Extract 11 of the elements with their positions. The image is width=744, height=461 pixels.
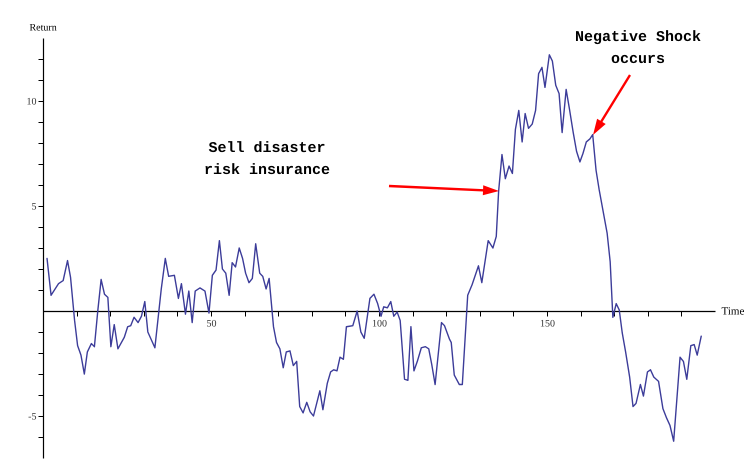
y-tick-label: -5 xyxy=(28,412,36,422)
annotation: Negative Shock occurs xyxy=(574,29,702,68)
y-tick-label: 5 xyxy=(32,202,36,212)
x-tick-label: 150 xyxy=(540,318,555,330)
x-tick-label: 100 xyxy=(372,318,387,330)
y-axis-title: Return xyxy=(30,22,57,34)
x-tick-label: 50 xyxy=(206,318,216,330)
y-tick-label: 10 xyxy=(26,96,36,108)
annotation: Sell disaster risk insurance xyxy=(204,140,330,179)
x-axis-title: Time xyxy=(722,306,744,318)
line-series xyxy=(46,54,702,442)
